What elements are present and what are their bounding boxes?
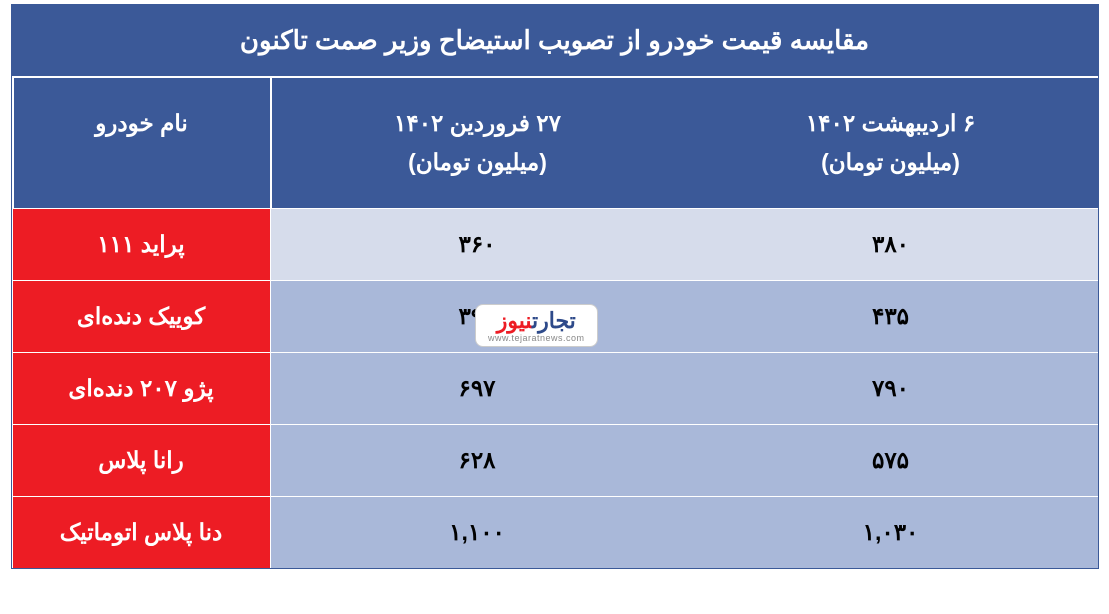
price-date2-cell: ۵۷۵ [684, 424, 1098, 496]
header-car-name: نام خودرو [12, 78, 270, 208]
watermark-logo: تجارتنیوز www.tejaratnews.com [475, 304, 598, 347]
table-title: مقایسه قیمت خودرو از تصویب استیضاح وزیر … [12, 5, 1098, 78]
price-date2-cell: ۱,۰۳۰ [684, 496, 1098, 568]
price-date1-cell: ۶۹۷ [270, 352, 684, 424]
price-date1-cell: ۳۶۰ [270, 208, 684, 280]
price-date2-cell: ۳۸۰ [684, 208, 1098, 280]
price-date1-cell: ۶۲۸ [270, 424, 684, 496]
table-header-row: نام خودرو ۲۷ فروردین ۱۴۰۲ (میلیون تومان)… [12, 78, 1098, 208]
car-name-cell: دنا پلاس اتوماتیک [12, 496, 270, 568]
header-date2-line2: (میلیون تومان) [694, 143, 1088, 182]
header-date2: ۶ اردیبهشت ۱۴۰۲ (میلیون تومان) [684, 78, 1098, 208]
table-row: دنا پلاس اتوماتیک۱,۱۰۰۱,۰۳۰ [12, 496, 1098, 568]
header-date1-line2: (میلیون تومان) [282, 143, 674, 182]
table-body: پراید ۱۱۱۳۶۰۳۸۰کوییک دنده‌ای۳۹۸۴۳۵پژو ۲۰… [12, 208, 1098, 568]
price-date2-cell: ۷۹۰ [684, 352, 1098, 424]
header-date1: ۲۷ فروردین ۱۴۰۲ (میلیون تومان) [270, 78, 684, 208]
car-name-cell: پژو ۲۰۷ دنده‌ای [12, 352, 270, 424]
watermark-text: تجارتنیوز [488, 310, 585, 332]
table-row: پژو ۲۰۷ دنده‌ای۶۹۷۷۹۰ [12, 352, 1098, 424]
table-row: پراید ۱۱۱۳۶۰۳۸۰ [12, 208, 1098, 280]
price-table: مقایسه قیمت خودرو از تصویب استیضاح وزیر … [11, 4, 1099, 569]
car-name-cell: کوییک دنده‌ای [12, 280, 270, 352]
header-date1-line1: ۲۷ فروردین ۱۴۰۲ [282, 104, 674, 143]
watermark-url: www.tejaratnews.com [488, 334, 585, 343]
price-date2-cell: ۴۳۵ [684, 280, 1098, 352]
car-name-cell: پراید ۱۱۱ [12, 208, 270, 280]
price-date1-cell: ۱,۱۰۰ [270, 496, 684, 568]
table-row: رانا پلاس۶۲۸۵۷۵ [12, 424, 1098, 496]
car-name-cell: رانا پلاس [12, 424, 270, 496]
header-date2-line1: ۶ اردیبهشت ۱۴۰۲ [694, 104, 1088, 143]
